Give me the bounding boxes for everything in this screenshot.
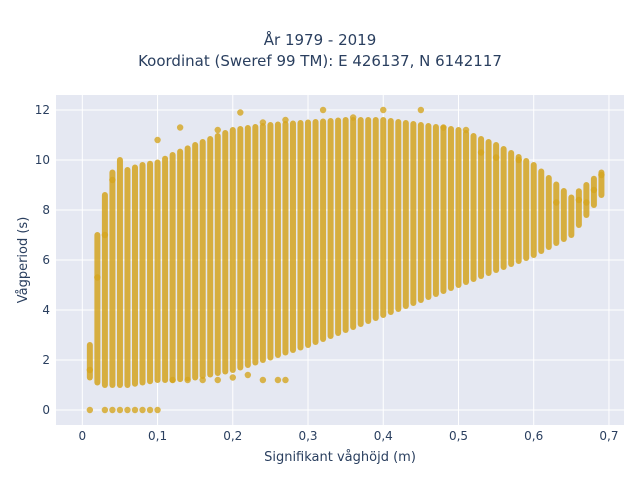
data-point <box>124 406 131 414</box>
data-point <box>319 106 327 114</box>
data-point <box>109 406 116 414</box>
data-point <box>575 196 583 204</box>
y-axis-title: Vågperiod (s) <box>16 217 31 304</box>
data-point <box>274 376 282 384</box>
data-point <box>492 154 500 161</box>
x-tick-label: 0,7 <box>599 429 618 443</box>
y-tick-label: 4 <box>42 303 50 317</box>
y-tick-label: 0 <box>42 403 50 417</box>
data-point <box>94 274 101 281</box>
data-point <box>146 406 154 414</box>
data-point <box>86 406 94 414</box>
data-point <box>214 126 221 134</box>
data-point <box>169 376 176 384</box>
data-point <box>184 376 191 384</box>
data-point <box>590 186 598 194</box>
data-point <box>380 106 387 114</box>
y-tick-label: 10 <box>35 153 50 167</box>
x-tick-label: 0 <box>79 429 87 443</box>
data-point <box>176 124 184 131</box>
x-axis-title: Signifikant våghöjd (m) <box>264 450 416 465</box>
x-tick-label: 0,6 <box>524 429 543 443</box>
data-point <box>116 406 124 414</box>
x-axis-ticks: 0 0,1 0,2 0,3 0,4 0,5 0,6 0,7 <box>79 429 619 443</box>
x-tick-label: 0,3 <box>298 429 317 443</box>
data-point <box>199 376 206 384</box>
data-point <box>229 374 236 381</box>
data-point <box>86 366 94 374</box>
data-point <box>259 119 267 126</box>
data-point <box>417 106 425 114</box>
data-point <box>462 126 470 134</box>
data-point <box>154 136 161 144</box>
data-point <box>477 149 485 156</box>
y-axis-ticks: 0 2 4 6 8 10 12 <box>35 103 50 417</box>
data-point <box>282 376 289 384</box>
data-point <box>349 114 357 121</box>
data-point <box>154 406 161 414</box>
data-point <box>214 376 221 384</box>
data-point <box>553 199 560 206</box>
data-point <box>244 371 252 379</box>
y-tick-label: 6 <box>42 253 50 267</box>
data-points <box>86 106 605 414</box>
data-point <box>237 109 244 116</box>
data-point <box>598 171 605 179</box>
x-tick-label: 0,1 <box>148 429 167 443</box>
chart-title-line1: År 1979 - 2019 <box>263 31 377 49</box>
data-point <box>109 176 116 184</box>
data-point <box>139 406 146 414</box>
data-point <box>583 199 590 206</box>
chart-title-line2: Koordinat (Sweref 99 TM): E 426137, N 61… <box>138 52 502 70</box>
data-point <box>515 156 522 164</box>
x-tick-label: 0,2 <box>223 429 242 443</box>
x-tick-label: 0,4 <box>374 429 393 443</box>
y-tick-label: 8 <box>42 203 50 217</box>
data-point <box>259 376 267 384</box>
data-point <box>440 124 447 131</box>
chart-title: År 1979 - 2019 Koordinat (Sweref 99 TM):… <box>0 30 640 72</box>
x-tick-label: 0,5 <box>449 429 468 443</box>
y-tick-label: 12 <box>35 103 50 117</box>
y-tick-label: 2 <box>42 353 50 367</box>
data-point <box>101 406 109 414</box>
data-point <box>101 231 109 239</box>
data-point <box>131 406 139 414</box>
data-point <box>282 116 289 124</box>
